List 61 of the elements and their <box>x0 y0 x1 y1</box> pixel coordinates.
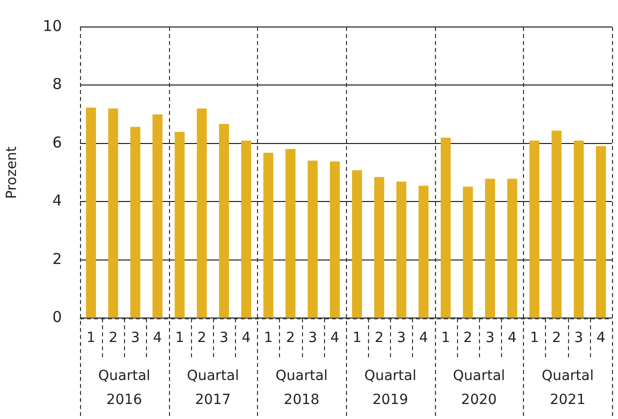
bar <box>86 108 96 318</box>
text: Quartal 2019 <box>364 368 416 408</box>
x-tick-label: 1 <box>264 330 273 346</box>
x-tick-label: 2 <box>108 330 118 346</box>
bar <box>130 126 140 318</box>
y-tick-label: 2 <box>52 250 62 268</box>
y-tick-label: 0 <box>52 308 62 326</box>
bar <box>529 140 540 318</box>
x-tick-label: 4 <box>508 330 517 346</box>
bar <box>485 178 496 318</box>
x-tick-label: 4 <box>153 330 162 346</box>
y-tick-label: 4 <box>52 192 62 210</box>
bar <box>462 186 473 318</box>
x-tick-label: 1 <box>441 330 450 346</box>
bar <box>330 162 340 318</box>
x-tick-label: 4 <box>242 330 251 346</box>
x-tick-label: 3 <box>308 330 318 346</box>
bar <box>396 182 406 318</box>
x-tick-label: 2 <box>374 330 384 346</box>
text: Quartal 2020 <box>452 368 506 408</box>
x-tick-label: 2 <box>463 330 472 346</box>
text: Quartal 2017 <box>186 368 240 408</box>
bar <box>596 146 606 318</box>
text: Quartal 2018 <box>276 368 328 408</box>
bar <box>308 160 318 318</box>
bar <box>241 140 252 318</box>
y-tick-label: 6 <box>52 133 62 152</box>
bar <box>263 152 274 318</box>
x-tick-label: 3 <box>220 330 228 346</box>
text: Quartal 2021 <box>542 368 594 408</box>
bar <box>196 108 207 318</box>
x-tick-label: 4 <box>330 330 340 346</box>
x-tick-label: 2 <box>286 330 295 346</box>
bar <box>219 124 229 318</box>
bar <box>574 140 584 318</box>
bar <box>418 186 429 318</box>
x-tick-label: 3 <box>396 330 406 346</box>
x-tick-label: 2 <box>552 330 562 346</box>
bar <box>108 108 118 318</box>
x-tick-label: 1 <box>175 330 184 346</box>
text: Quartal 2016 <box>98 368 150 408</box>
y-tick-label: 10 <box>42 16 62 35</box>
x-tick-label: 1 <box>86 330 96 346</box>
x-tick-label: 3 <box>486 330 495 346</box>
bar <box>286 149 296 318</box>
bar <box>374 176 384 318</box>
bar <box>152 114 162 318</box>
x-tick-label: 3 <box>574 330 584 346</box>
bar <box>174 132 185 318</box>
bar <box>440 138 451 318</box>
bar <box>352 170 362 318</box>
x-tick-label: 4 <box>596 330 606 346</box>
x-tick-label: 1 <box>530 330 539 346</box>
x-tick-label: 2 <box>197 330 206 346</box>
bar <box>552 130 562 318</box>
x-tick-label: 3 <box>130 330 140 346</box>
x-tick-label: 1 <box>352 330 362 346</box>
x-tick-label: 4 <box>419 330 428 346</box>
y-tick-label: 8 <box>52 75 62 94</box>
y-axis-title: Prozent <box>4 146 20 199</box>
bar <box>507 178 518 318</box>
